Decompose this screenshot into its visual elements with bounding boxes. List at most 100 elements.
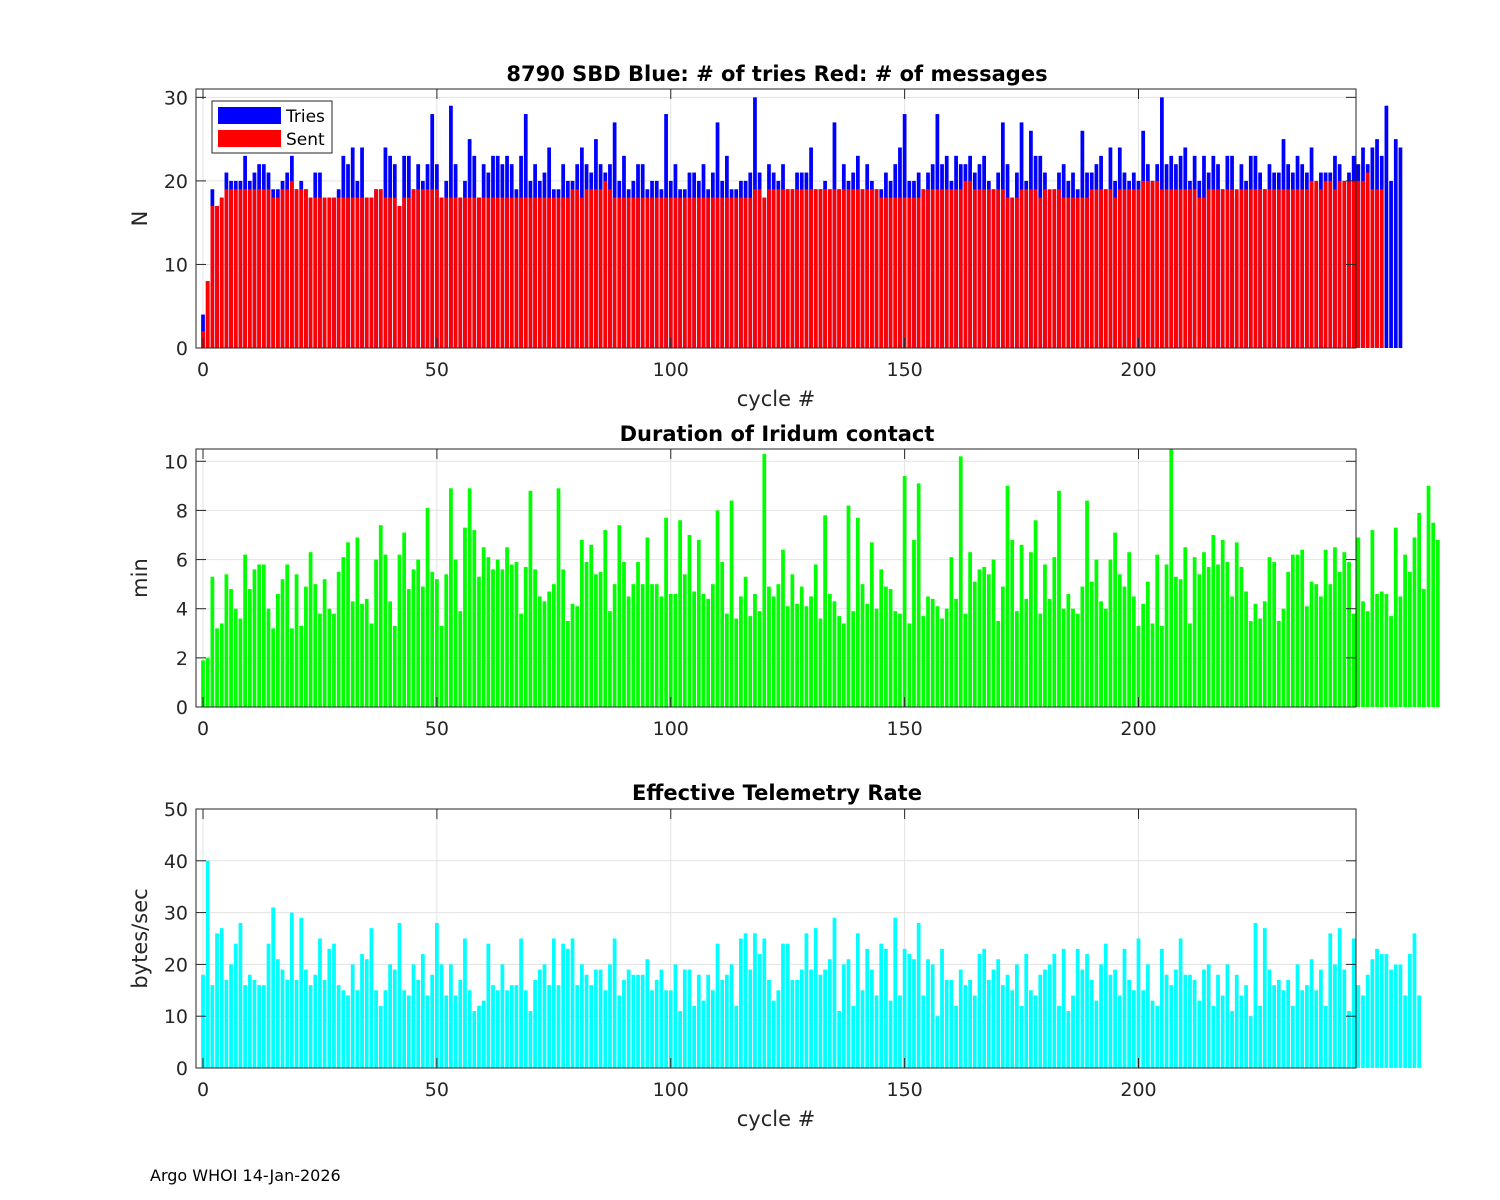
bar-sent xyxy=(1220,189,1225,348)
bar-duration xyxy=(205,657,210,707)
bar-sent xyxy=(1248,189,1253,348)
y-tick-label: 0 xyxy=(176,338,188,360)
bar-sent xyxy=(266,189,271,348)
bar-duration xyxy=(1178,579,1183,707)
chart-title: Effective Telemetry Rate xyxy=(632,781,922,805)
bar-duration xyxy=(1421,589,1426,707)
bar-rate xyxy=(776,990,781,1068)
bar-rate xyxy=(210,985,215,1068)
bar-rate xyxy=(1174,969,1178,1068)
bar-sent xyxy=(205,281,210,348)
bar-duration xyxy=(1361,601,1365,707)
bar-rate xyxy=(645,959,650,1068)
bar-sent xyxy=(888,197,893,348)
bar-rate xyxy=(706,974,711,1068)
bar-sent xyxy=(855,189,860,348)
bar-rate xyxy=(1281,990,1286,1068)
y-tick-label: 4 xyxy=(176,599,188,621)
bar-sent xyxy=(1038,197,1043,348)
bar-duration xyxy=(1052,557,1057,707)
bar-sent xyxy=(870,189,874,348)
bar-rate xyxy=(725,974,729,1068)
bar-sent xyxy=(1066,197,1071,348)
bar-rate xyxy=(949,979,954,1068)
chart-iridium-duration: Duration of Iridum contact 0 50 100 150 2000… xyxy=(128,422,1440,740)
bar-sent xyxy=(1286,189,1291,348)
bar-rate xyxy=(1043,969,1047,1068)
bar-duration xyxy=(336,571,341,707)
bar-sent xyxy=(275,197,280,348)
bar-duration xyxy=(1328,584,1333,707)
bar-duration xyxy=(771,596,776,707)
bar-rate xyxy=(1286,979,1291,1068)
bar-sent xyxy=(687,197,692,348)
bar-duration xyxy=(453,559,458,707)
bar-duration xyxy=(1384,593,1389,707)
bar-rate xyxy=(1206,964,1211,1068)
bar-rate xyxy=(449,964,453,1068)
bar-sent xyxy=(1029,189,1033,348)
bar-sent xyxy=(495,197,500,348)
bar-sent xyxy=(598,189,603,348)
bar-sent xyxy=(1197,197,1202,348)
bar-rate xyxy=(1389,969,1393,1068)
bar-sent xyxy=(252,189,257,348)
bar-rate xyxy=(565,948,570,1068)
bar-sent xyxy=(996,189,1001,348)
bar-duration xyxy=(1276,621,1281,707)
bar-rate xyxy=(1361,995,1365,1068)
bar-sent xyxy=(972,189,977,348)
bar-rate xyxy=(603,990,608,1068)
bar-sent xyxy=(916,197,921,348)
bar-sent xyxy=(645,197,650,348)
bar-duration xyxy=(1258,618,1262,707)
y-axis-label: N xyxy=(128,211,152,227)
bar-duration xyxy=(261,564,266,707)
bar-rate xyxy=(1305,985,1309,1068)
bar-duration xyxy=(790,574,795,707)
bar-rate xyxy=(790,979,795,1068)
bar-sent xyxy=(860,189,865,348)
bar-sent xyxy=(837,189,842,348)
legend-label: Tries xyxy=(285,107,325,127)
bar-duration xyxy=(1244,591,1248,707)
bar-sent xyxy=(1342,180,1347,348)
bar-rate xyxy=(743,933,748,1068)
bar-duration xyxy=(500,569,505,707)
bar-rate xyxy=(304,969,308,1068)
chart-telemetry-rate: Effective Telemetry Rate 0 50 100 150 200 0 10… xyxy=(128,781,1422,1131)
bar-rate xyxy=(1103,943,1108,1068)
bar-rate xyxy=(1365,974,1370,1068)
bar-sent xyxy=(1192,189,1197,348)
bar-sent xyxy=(940,189,944,348)
bar-sent xyxy=(420,189,425,348)
bar-duration xyxy=(388,601,392,707)
bar-rate xyxy=(1197,1000,1202,1068)
bar-rate xyxy=(1384,954,1389,1068)
bar-duration xyxy=(1150,623,1155,707)
bar-duration xyxy=(645,537,650,707)
bar-duration xyxy=(870,542,874,707)
bar-duration xyxy=(855,517,860,707)
bar-duration xyxy=(888,589,893,707)
bar-rate xyxy=(1188,974,1192,1068)
bar-tries xyxy=(1398,147,1403,348)
bar-duration xyxy=(1099,601,1103,707)
bar-sent xyxy=(327,197,332,348)
bar-duration xyxy=(1309,581,1314,707)
bar-duration xyxy=(1234,542,1239,707)
bar-sent xyxy=(271,197,276,348)
bar-rate xyxy=(313,974,318,1068)
axis-ticks: 0 50 100 150 200 0 10 20 30 xyxy=(164,87,1356,381)
bar-duration xyxy=(551,584,556,707)
bar-duration xyxy=(846,505,851,707)
bar-duration xyxy=(1089,581,1094,707)
bar-rate xyxy=(818,974,823,1068)
bar-rate xyxy=(1216,974,1220,1068)
bar-duration xyxy=(565,621,570,707)
bar-rate xyxy=(1393,964,1398,1068)
bar-sent xyxy=(1080,197,1085,348)
axis-ticks: 0 50 100 150 200 0 2 4 6 8 10 xyxy=(164,449,1356,740)
bar-sent xyxy=(935,189,940,348)
